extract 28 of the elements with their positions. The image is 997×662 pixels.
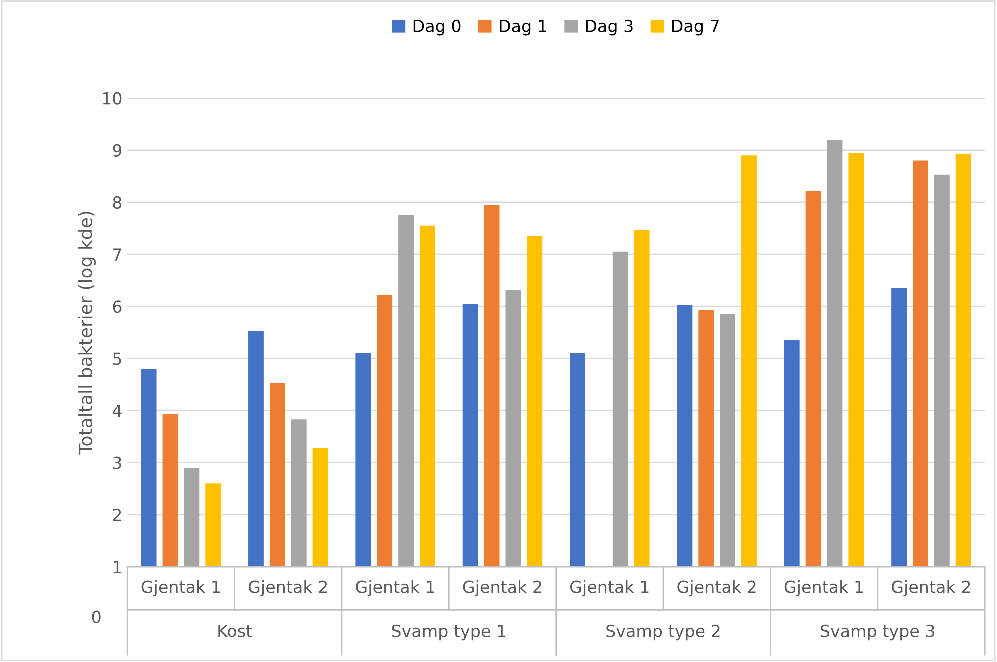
x-tick-label: Gjentak 2 [892, 580, 970, 597]
y-tick-label: 8 [113, 196, 122, 210]
legend-label: Dag 1 [500, 20, 546, 36]
legend-label: Dag 3 [586, 20, 633, 36]
x-tick-label: Gjentak 1 [356, 580, 434, 597]
text: Svamp type 2 [606, 624, 720, 641]
x-tick-label: Gjentak 1 [784, 580, 864, 597]
y-tick-label: 3 [113, 456, 122, 470]
y-axis-title: Totaltall bakterier (log kde) [78, 212, 96, 455]
legend-label: Dag 7 [672, 20, 719, 36]
y-tick-label: 10 [103, 92, 122, 105]
text: 0 [92, 610, 101, 624]
y-tick-label: 5 [113, 352, 122, 366]
text: Svamp type 3 [821, 624, 934, 641]
y-tick-label: 2 [113, 508, 122, 522]
x-tick-label: Gjentak 1 [142, 580, 220, 597]
text: Svamp type 1 [392, 624, 506, 641]
y-tick-label: 6 [113, 300, 122, 314]
y-tick-label: 9 [113, 144, 122, 157]
legend-label: Dag 0 [414, 20, 461, 36]
x-tick-label: Gjentak 2 [463, 580, 542, 597]
x-tick-label: Gjentak 1 [570, 580, 649, 597]
x-tick-label: Gjentak 2 [248, 580, 328, 597]
y-tick-label: 7 [114, 248, 122, 261]
text: Kost [218, 625, 252, 638]
y-tick-label: 1 [114, 561, 122, 574]
x-tick-label: Gjentak 2 [678, 580, 756, 597]
y-tick-label: 4 [112, 404, 122, 418]
